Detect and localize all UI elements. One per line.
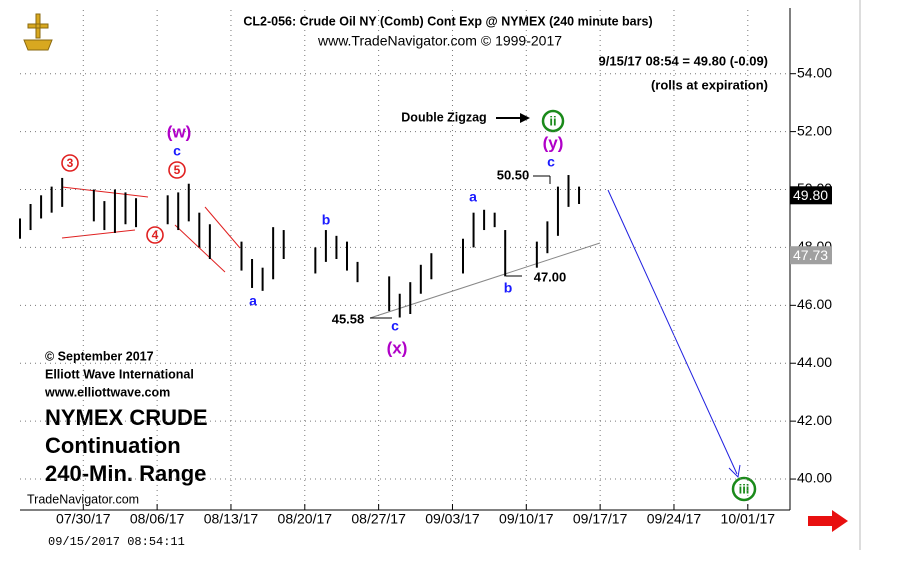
x-tick-label: 08/13/17 xyxy=(204,511,259,527)
price-label: 45.58 xyxy=(332,311,365,326)
wave-label: (x) xyxy=(387,338,408,357)
y-tick-label: 46.00 xyxy=(797,296,832,312)
price-marker-label: 49.80 xyxy=(793,187,828,203)
price-marker-label: 47.73 xyxy=(793,247,828,263)
x-tick-label: 08/20/17 xyxy=(278,511,333,527)
quote-note: (rolls at expiration) xyxy=(651,77,768,92)
logo xyxy=(23,13,53,51)
quote: 9/15/17 08:54 = 49.80 (-0.09) xyxy=(599,53,768,68)
y-tick-label: 42.00 xyxy=(797,412,832,428)
x-tick-label: 08/27/17 xyxy=(351,511,406,527)
price-marker xyxy=(790,186,832,205)
headline: Continuation xyxy=(45,433,181,458)
copyright: Elliott Wave International xyxy=(45,367,194,381)
wave-label: a xyxy=(469,189,477,205)
wave-label: a xyxy=(249,293,257,309)
x-tick-label: 09/10/17 xyxy=(499,511,554,527)
chart-subtitle: www.TradeNavigator.com © 1999-2017 xyxy=(317,33,562,49)
copyright: © September 2017 xyxy=(45,349,154,363)
x-tick-label: 09/24/17 xyxy=(647,511,702,527)
wave-label: c xyxy=(547,154,555,170)
copyright: www.elliottwave.com xyxy=(44,385,170,399)
source: TradeNavigator.com xyxy=(27,492,139,506)
y-tick-label: 44.00 xyxy=(797,354,832,370)
wave-label: (y) xyxy=(543,133,564,152)
wave-label: (w) xyxy=(167,122,192,141)
wave-label: 4 xyxy=(152,228,159,242)
y-tick-label: 52.00 xyxy=(797,122,832,138)
wave-label: c xyxy=(391,318,399,334)
x-tick-label: 10/01/17 xyxy=(721,511,776,527)
chart-title: CL2-056: Crude Oil NY (Comb) Cont Exp @ … xyxy=(243,14,652,28)
timestamp: 09/15/2017 08:54:11 xyxy=(48,535,185,549)
wave-label: 3 xyxy=(67,156,74,170)
wave-label: c xyxy=(173,143,181,159)
scroll-arrow xyxy=(808,510,848,532)
headline: NYMEX CRUDE xyxy=(45,405,208,430)
pattern-lines xyxy=(61,113,741,479)
x-tick-label: 08/06/17 xyxy=(130,511,185,527)
wave-label: 5 xyxy=(174,163,181,177)
wave-label: ii xyxy=(549,113,556,128)
price-label: 47.00 xyxy=(534,269,567,284)
y-tick-label: 40.00 xyxy=(797,470,832,486)
y-tick-label: 54.00 xyxy=(797,64,832,80)
x-tick-label: 07/30/17 xyxy=(56,511,111,527)
price-label: 50.50 xyxy=(497,167,530,182)
headline: 240-Min. Range xyxy=(45,461,206,486)
wave-label: b xyxy=(504,280,513,296)
x-tick-label: 09/17/17 xyxy=(573,511,628,527)
wave-label: b xyxy=(322,212,331,228)
x-tick-label: 09/03/17 xyxy=(425,511,480,527)
wave-label: iii xyxy=(739,481,750,496)
wave-circles xyxy=(61,109,757,502)
pattern-label: Double Zigzag xyxy=(401,110,486,124)
price-marker xyxy=(790,246,832,265)
